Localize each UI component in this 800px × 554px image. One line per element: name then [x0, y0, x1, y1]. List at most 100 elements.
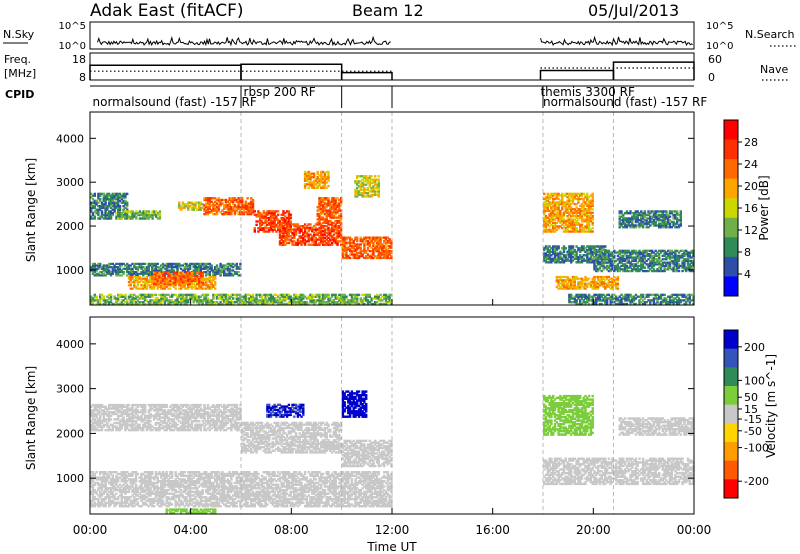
scatter-cell [282, 236, 285, 240]
scatter-cell [356, 239, 359, 243]
scatter-cell [269, 216, 273, 220]
scatter-cell [629, 224, 632, 227]
scatter-cell [181, 264, 185, 267]
scatter-cell [330, 230, 334, 233]
scatter-cell [676, 226, 679, 229]
scatter-cell [296, 228, 300, 231]
scatter-cell [323, 202, 327, 205]
scatter-cell [303, 186, 307, 189]
scatter-cell [210, 267, 213, 270]
scatter-cell [582, 295, 585, 298]
scatter-cell [277, 299, 280, 302]
scatter-cell [579, 227, 582, 230]
scatter-cell [375, 178, 379, 181]
scatter-cell [332, 214, 336, 217]
scatter-cell [237, 202, 240, 205]
scatter-cell [188, 281, 192, 284]
scatter-cell [251, 202, 255, 205]
scatter-cell [665, 222, 668, 225]
scatter-cell [277, 302, 280, 306]
scatter-cell [327, 198, 330, 202]
scatter-cell [571, 215, 575, 218]
scatter-cell [239, 205, 242, 209]
scatter-cell [117, 203, 120, 206]
scatter-cell [623, 302, 627, 306]
scatter-cell [282, 243, 285, 246]
scatter-cell [170, 267, 174, 270]
scatter-cell [584, 194, 587, 197]
scatter-cell [613, 297, 616, 300]
scatter-cell [109, 274, 113, 277]
scatter-cell [604, 256, 607, 259]
scatter-cell [625, 302, 629, 306]
scatter-cell [250, 295, 253, 298]
scatter-cell [269, 225, 273, 228]
scatter-cell [221, 198, 224, 202]
scatter-cell [224, 297, 228, 300]
scatter-cell [90, 299, 93, 302]
scatter-cell [676, 220, 679, 224]
scatter-cell [591, 302, 594, 306]
scatter-cell [318, 209, 321, 212]
scatter-cell [604, 261, 607, 264]
scatter-cell [284, 295, 287, 298]
scatter-cell [625, 256, 629, 259]
scatter-cell [357, 181, 361, 185]
scatter-cell [593, 275, 596, 279]
scatter-cell [111, 262, 114, 265]
scatter-cell [593, 277, 596, 280]
scatter-cell [636, 219, 639, 222]
scatter-cell [259, 215, 262, 218]
scatter-cell [548, 196, 551, 199]
scatter-cell [568, 250, 571, 253]
scatter-cell [257, 211, 260, 215]
scatter-cell [553, 215, 557, 218]
scatter-cell [595, 264, 598, 268]
scatter-cell [244, 301, 247, 304]
scatter-cell [106, 271, 109, 274]
scatter-cell [97, 264, 100, 267]
scatter-cell [582, 208, 585, 211]
scatter-cell [550, 216, 553, 219]
scatter-cell [215, 301, 219, 304]
scatter-cell [91, 299, 95, 302]
scatter-cell [169, 302, 172, 306]
scatter-cell [573, 208, 576, 211]
scatter-cell [151, 266, 154, 269]
scatter-cell [203, 212, 206, 216]
scatter-cell [223, 264, 226, 267]
scatter-cell [131, 271, 134, 274]
scatter-cell [309, 233, 312, 236]
scatter-cell [226, 207, 229, 210]
scatter-cell [600, 275, 603, 279]
scatter-cell [332, 302, 336, 306]
scatter-cell [161, 271, 165, 274]
scatter-cell [192, 295, 195, 298]
scatter-cell [339, 223, 343, 226]
scatter-cell [341, 251, 345, 254]
scatter-cell [226, 204, 229, 207]
scatter-cell [670, 293, 673, 297]
scatter-cell [325, 205, 328, 209]
scatter-cell [140, 293, 143, 297]
scatter-cell [214, 269, 217, 272]
scatter-cell [284, 227, 287, 230]
scatter-cell [543, 203, 546, 206]
scatter-cell [611, 266, 614, 269]
scatter-cell [118, 199, 122, 203]
scatter-cell [623, 259, 627, 263]
scatter-cell [591, 194, 594, 197]
scatter-cell [187, 274, 190, 277]
scatter-cell [580, 295, 584, 298]
scatter-cell [584, 215, 587, 218]
scatter-cell [568, 199, 571, 202]
scatter-cell [600, 277, 603, 280]
scatter-cell [142, 210, 145, 213]
scatter-cell [215, 202, 219, 205]
scatter-cell [323, 207, 327, 210]
scatter-cell [293, 235, 296, 238]
scatter-cell [568, 280, 571, 284]
scatter-cell [587, 209, 591, 213]
scatter-cell [223, 293, 226, 297]
scatter-cell [142, 295, 145, 298]
